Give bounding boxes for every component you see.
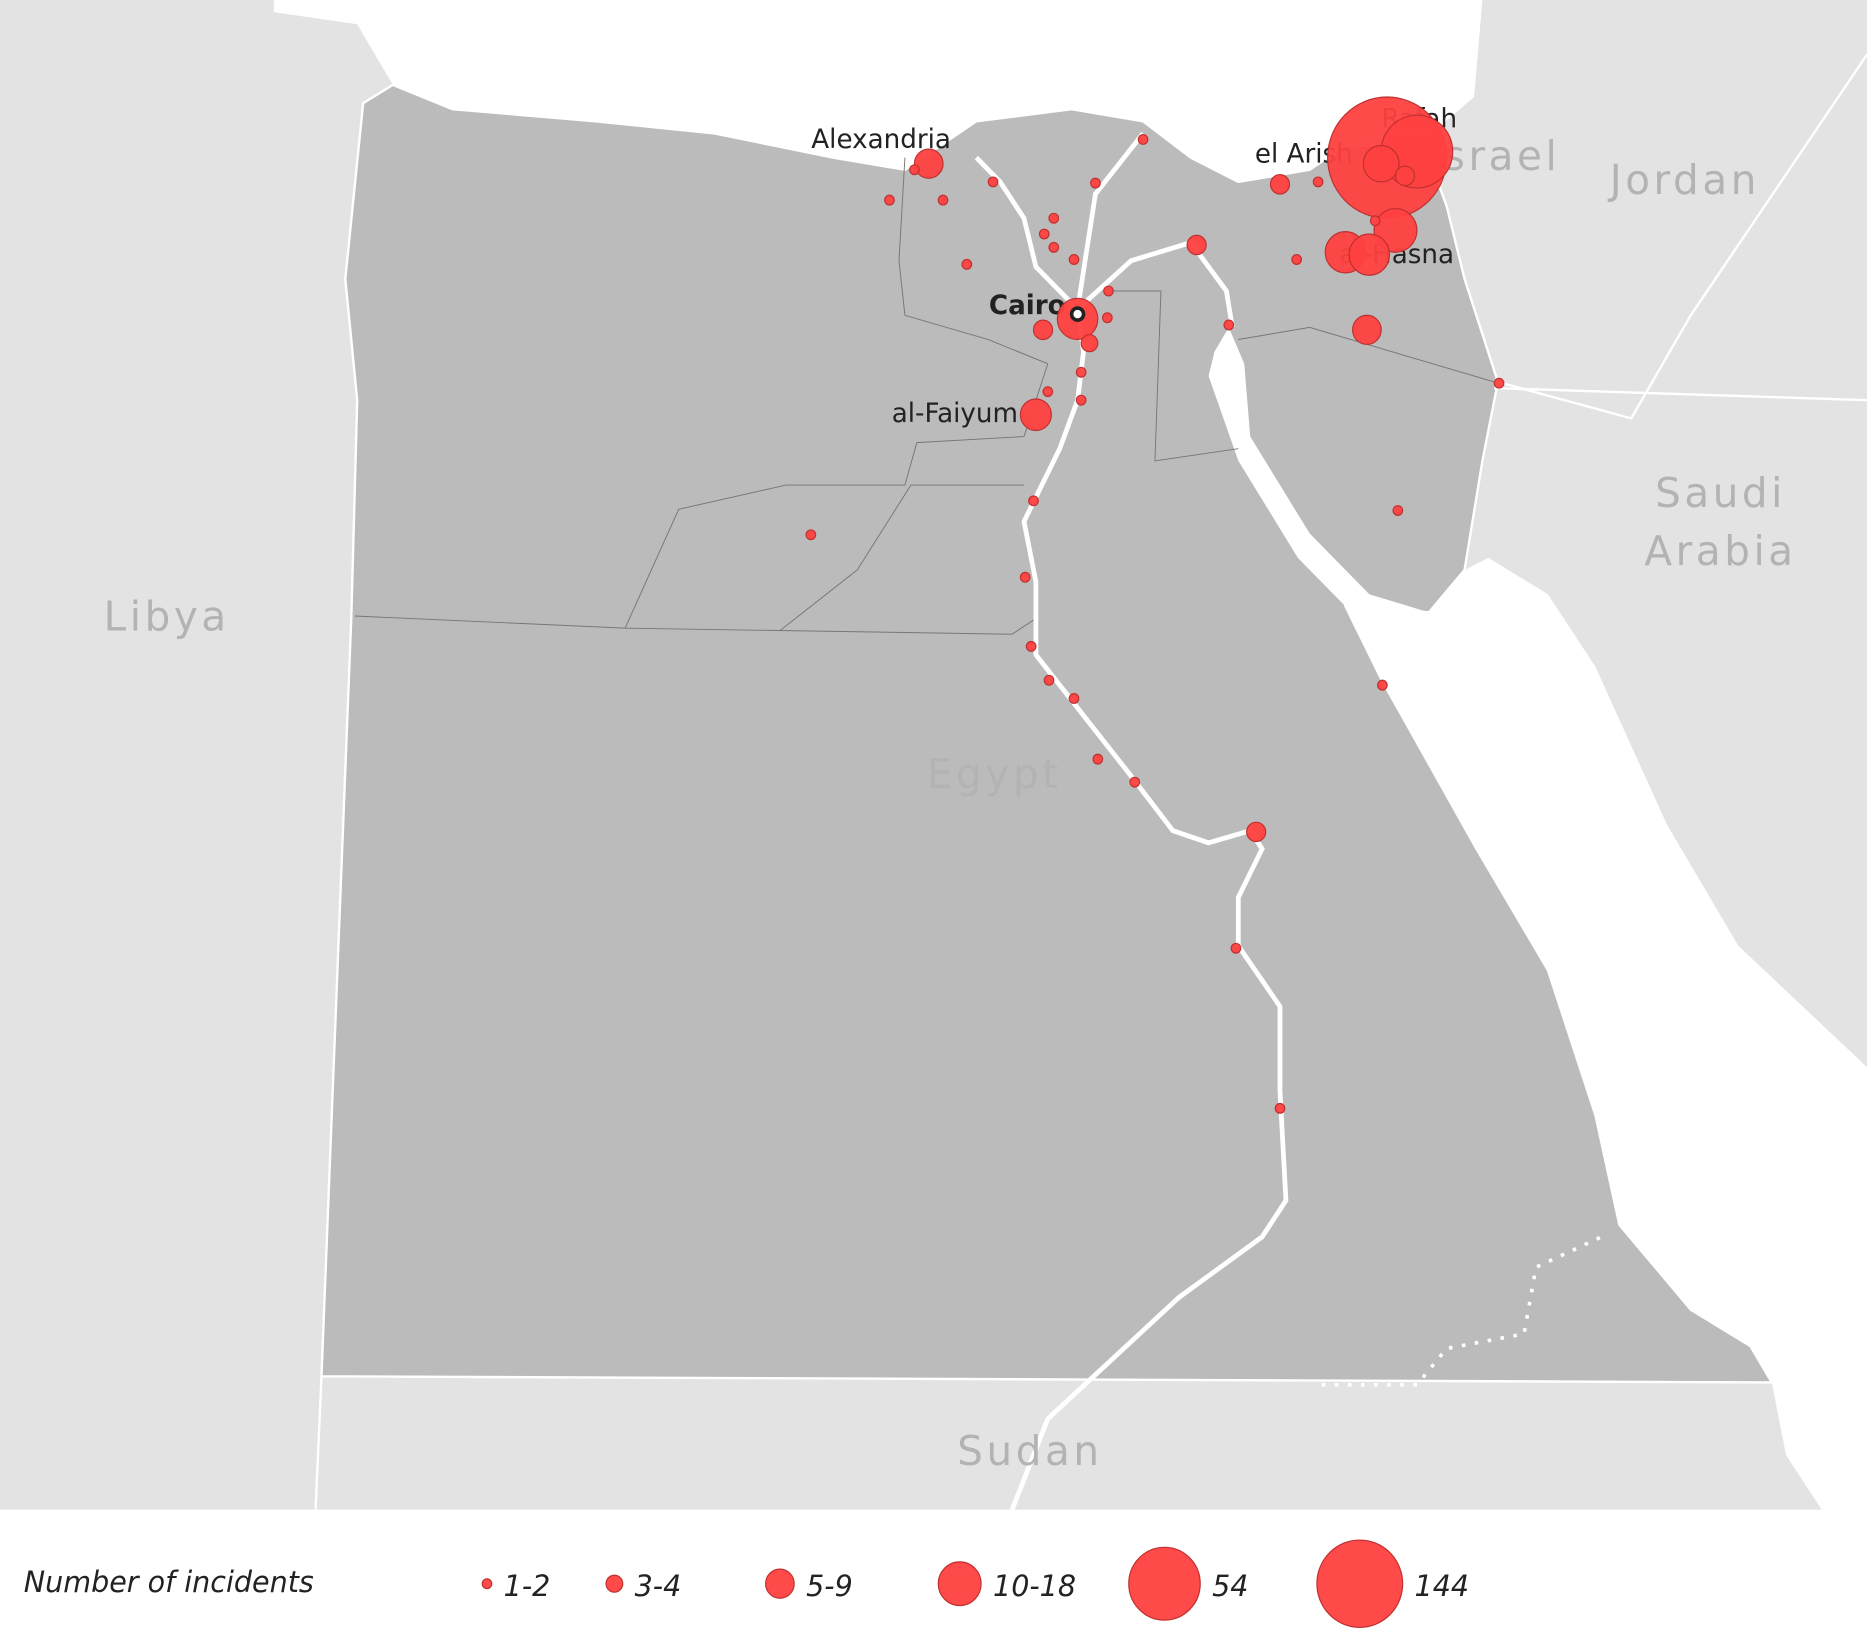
- legend-symbol: [481, 1578, 493, 1590]
- legend-symbol: [1128, 1546, 1201, 1621]
- mediterranean-sea: [273, 0, 1483, 182]
- legend-label: 10-18: [993, 1569, 1076, 1603]
- country-label: Egypt: [927, 750, 1062, 798]
- incident-dot: [1312, 176, 1324, 188]
- disputed-border: [1321, 1235, 1603, 1387]
- legend-label: 3-4: [635, 1569, 682, 1603]
- legend-symbol: [605, 1574, 624, 1593]
- incident-dot: [1068, 693, 1080, 704]
- border: [1497, 53, 1867, 420]
- gulf-of-suez: [1208, 327, 1429, 613]
- incident-dot: [1048, 241, 1060, 253]
- incident-dot: [1394, 165, 1416, 187]
- legend-label: 5-9: [806, 1569, 853, 1603]
- legend-symbol: [937, 1561, 982, 1607]
- incident-dot: [805, 529, 817, 541]
- incident-dot: [1101, 312, 1113, 324]
- incident-dot: [1080, 334, 1099, 353]
- incident-dot: [1043, 674, 1055, 686]
- incident-dot: [1362, 144, 1400, 183]
- legend-symbol: [765, 1568, 795, 1599]
- incident-dot: [1025, 640, 1037, 652]
- incident-dot: [1291, 254, 1303, 265]
- country-label: Arabia: [1644, 527, 1796, 575]
- incident-dot: [1103, 285, 1114, 297]
- incident-dot: [1129, 776, 1141, 788]
- incident-dot: [1352, 314, 1382, 345]
- incident-dot: [1075, 394, 1087, 406]
- province-border: [779, 484, 1024, 631]
- incident-dot: [987, 176, 999, 188]
- incident-dot: [1369, 215, 1381, 227]
- incident-dot: [1028, 495, 1039, 507]
- incident-dot: [1377, 679, 1388, 691]
- country-label: Libya: [104, 592, 230, 640]
- incident-dot: [937, 194, 949, 206]
- red-sea: [1345, 557, 1867, 1510]
- province-border: [354, 615, 1037, 635]
- incident-dot: [1042, 386, 1054, 398]
- legend-title: Number of incidents: [24, 1565, 314, 1599]
- incident-dot: [1092, 753, 1104, 765]
- incident-dot: [1137, 133, 1149, 145]
- city-label: Cairo: [989, 290, 1066, 321]
- incident-dot: [1032, 319, 1054, 341]
- province-border: [1113, 290, 1239, 462]
- incident-dot: [1075, 366, 1087, 378]
- incident-dot: [1186, 234, 1207, 256]
- incident-dot: [1246, 821, 1267, 843]
- legend-label: 1-2: [504, 1569, 551, 1603]
- border: [314, 1376, 323, 1510]
- incident-dot: [884, 194, 895, 206]
- city-label: al-Faiyum: [892, 398, 1018, 429]
- province-border: [624, 157, 1049, 629]
- country-label: Saudi: [1655, 469, 1786, 517]
- incident-dot: [909, 164, 920, 176]
- province-border: [1238, 326, 1495, 383]
- country-label: Jordan: [1607, 156, 1760, 204]
- country-label: Sudan: [957, 1427, 1102, 1475]
- incident-dot: [1048, 212, 1060, 224]
- incident-dot: [1019, 398, 1052, 432]
- incident-dot: [1392, 505, 1404, 516]
- incident-dot: [1068, 254, 1080, 265]
- incident-dot: [961, 258, 973, 270]
- incident-dot: [1090, 177, 1101, 189]
- incident-dot: [1038, 228, 1050, 240]
- incident-dot: [913, 148, 944, 179]
- border: [1494, 386, 1867, 402]
- incident-dot: [1223, 319, 1235, 331]
- incident-dot: [1230, 942, 1242, 954]
- incident-dot: [1348, 233, 1391, 276]
- legend-symbol: [1316, 1539, 1404, 1628]
- incident-dot: [1269, 174, 1291, 195]
- legend-label: 54: [1212, 1569, 1248, 1603]
- egypt: [320, 83, 1774, 1384]
- legend-area: [0, 1509, 1867, 1631]
- incident-dot: [1493, 377, 1505, 389]
- capital-marker: [1069, 306, 1086, 322]
- incident-dot: [1274, 1102, 1286, 1114]
- incident-dot: [1019, 571, 1031, 583]
- legend-label: 144: [1415, 1569, 1470, 1603]
